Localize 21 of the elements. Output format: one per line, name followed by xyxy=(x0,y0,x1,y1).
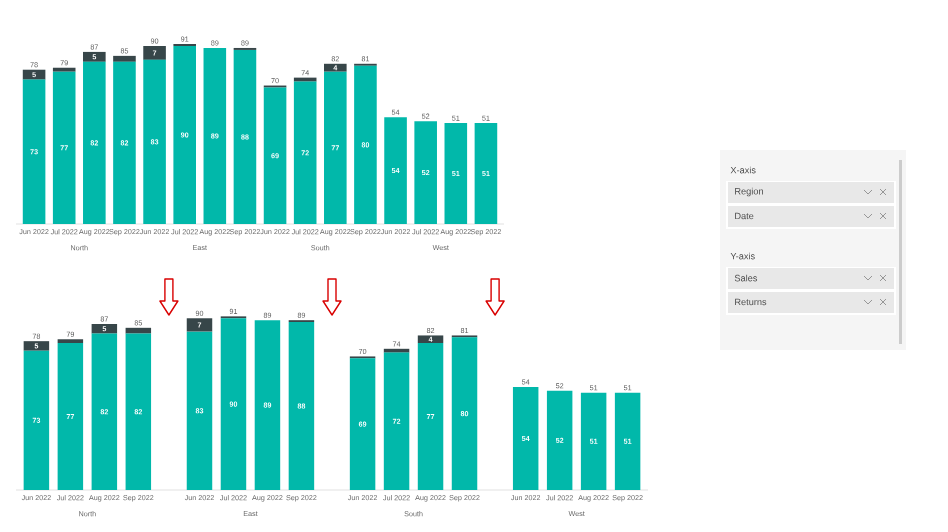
bar xyxy=(83,51,106,62)
bar xyxy=(173,45,196,225)
bar xyxy=(143,45,166,60)
bar xyxy=(22,79,46,225)
bar xyxy=(444,123,468,225)
bar xyxy=(324,71,347,225)
bar xyxy=(52,71,76,225)
bar xyxy=(293,81,317,225)
bar xyxy=(113,55,136,62)
bar xyxy=(324,63,347,72)
bar xyxy=(83,61,106,225)
bar xyxy=(263,87,287,225)
bar xyxy=(143,59,166,225)
bar xyxy=(203,47,227,225)
bar xyxy=(354,65,377,225)
bar xyxy=(474,123,498,225)
bar xyxy=(113,61,136,225)
bar xyxy=(384,117,407,225)
bar xyxy=(414,121,437,225)
bar xyxy=(22,69,46,80)
bar xyxy=(233,49,257,225)
